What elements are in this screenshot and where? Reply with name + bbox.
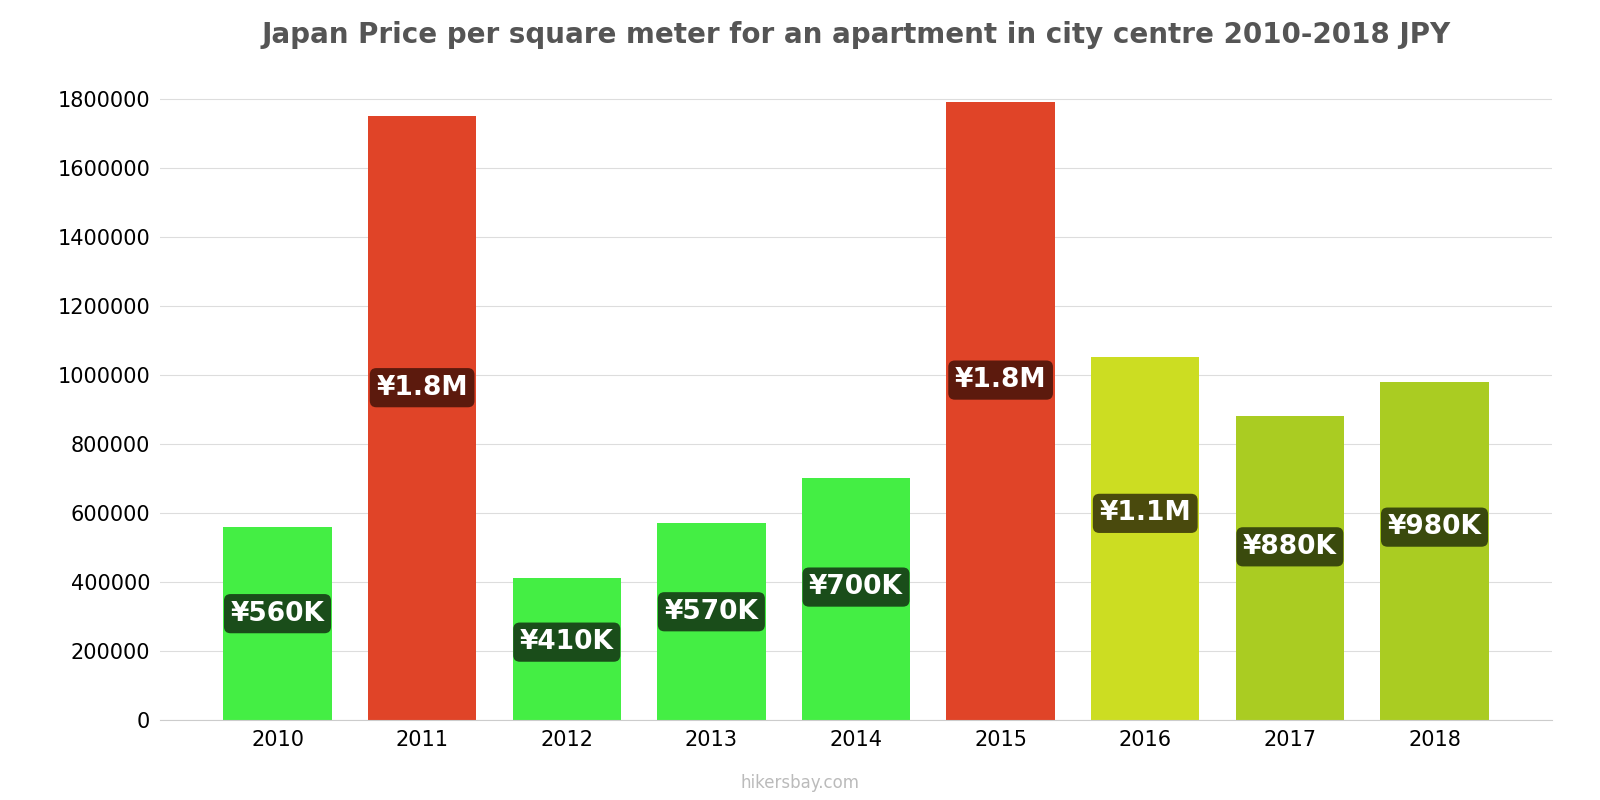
Text: hikersbay.com: hikersbay.com (741, 774, 859, 792)
Bar (368, 116, 477, 720)
Bar (224, 526, 331, 720)
Bar (1235, 416, 1344, 720)
Text: ¥560K: ¥560K (230, 601, 325, 626)
Title: Japan Price per square meter for an apartment in city centre 2010-2018 JPY: Japan Price per square meter for an apar… (261, 21, 1451, 49)
Bar (946, 102, 1054, 720)
Text: ¥570K: ¥570K (664, 598, 758, 625)
Bar (802, 478, 910, 720)
Bar (512, 578, 621, 720)
Bar (658, 523, 766, 720)
Text: ¥1.8M: ¥1.8M (955, 367, 1046, 393)
Text: ¥700K: ¥700K (810, 574, 902, 600)
Text: ¥880K: ¥880K (1243, 534, 1338, 560)
Text: ¥980K: ¥980K (1387, 514, 1482, 540)
Text: ¥1.8M: ¥1.8M (376, 374, 467, 401)
Bar (1091, 358, 1200, 720)
Bar (1381, 382, 1488, 720)
Text: ¥1.1M: ¥1.1M (1099, 500, 1190, 526)
Text: ¥410K: ¥410K (520, 629, 614, 655)
